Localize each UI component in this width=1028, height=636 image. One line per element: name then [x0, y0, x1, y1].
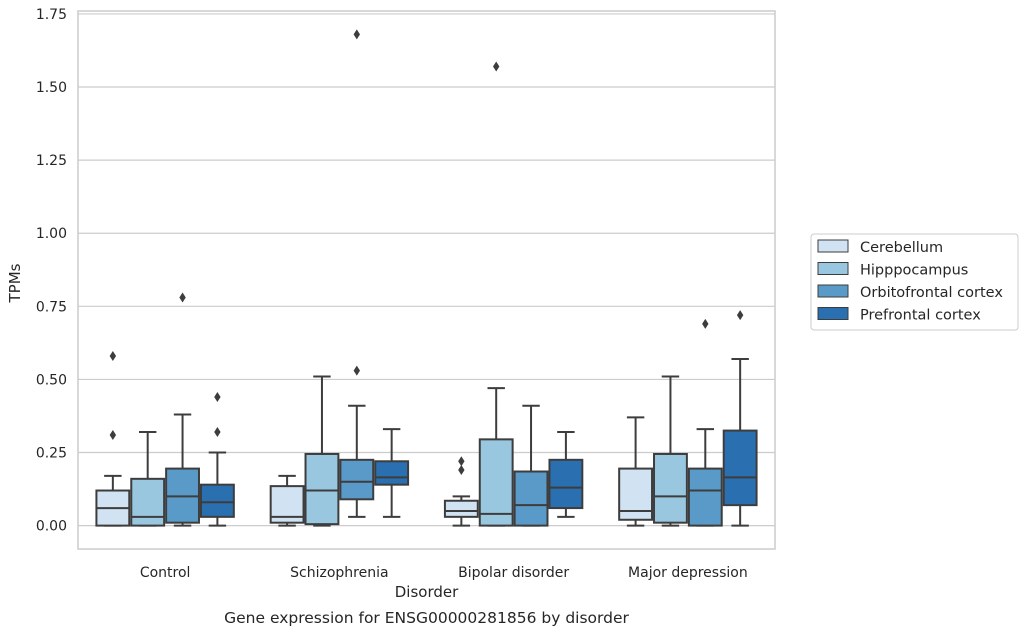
- box-plot: [443, 456, 479, 527]
- box-iqr: [199, 483, 235, 518]
- box-plot: [722, 310, 758, 527]
- outlier-point: [109, 351, 117, 362]
- legend-frame: [810, 233, 1019, 331]
- plot-area-frame: [77, 10, 776, 550]
- y-tick-label: 0.50: [36, 372, 67, 388]
- outlier-point: [493, 61, 500, 72]
- box-iqr: [513, 470, 549, 527]
- outlier-point: [736, 310, 744, 321]
- box-plot: [548, 431, 584, 518]
- box-iqr: [443, 499, 479, 518]
- x-axis-ticks: Control Schizophrenia Bipolar disorder Majo…: [140, 565, 748, 581]
- box-plot: [653, 375, 688, 527]
- box-iqr: [374, 460, 410, 486]
- box-iqr: [618, 467, 654, 521]
- legend-item: Hipppocampus: [817, 262, 968, 279]
- legend-label: Cerebellum: [860, 240, 943, 256]
- box-iqr: [130, 477, 166, 527]
- box-iqr: [548, 458, 584, 510]
- legend-swatch: [817, 262, 849, 275]
- gridlines: [78, 13, 775, 527]
- y-tick-label: 1.00: [36, 226, 67, 242]
- outlier-point: [458, 465, 465, 476]
- y-tick-label: 0.75: [36, 299, 67, 315]
- legend-label: Prefrontal cortex: [860, 308, 981, 324]
- box-plot: [478, 61, 514, 527]
- box-plots: [95, 29, 758, 527]
- outlier-point: [214, 391, 221, 402]
- x-tick-label: Control: [140, 565, 191, 581]
- legend-swatch: [817, 239, 849, 253]
- legend-label: Orbitofrontal cortex: [860, 285, 1003, 301]
- outlier-point: [458, 456, 465, 467]
- box-plot: [95, 351, 131, 527]
- box-plot: [199, 391, 235, 527]
- legend-item: Prefrontal cortex: [817, 307, 981, 324]
- legend: Cerebellum Hipppocampus Orbitofrontal cort…: [810, 233, 1019, 331]
- box-iqr: [653, 452, 688, 524]
- y-tick-label: 0.25: [36, 446, 67, 462]
- outlier-point: [179, 292, 186, 303]
- box-iqr: [687, 467, 723, 527]
- legend-swatch: [817, 284, 849, 298]
- outlier-point: [353, 29, 360, 40]
- outlier-point: [353, 365, 360, 376]
- y-tick-label: 1.25: [36, 153, 67, 169]
- box-plot: [269, 474, 305, 527]
- y-axis-label: TPMs: [6, 263, 24, 303]
- box-plot: [165, 292, 200, 527]
- outlier-point: [214, 427, 221, 438]
- box-plot: [618, 416, 654, 527]
- y-tick-label: 1.75: [36, 7, 67, 23]
- y-axis-ticks: 0.00 0.25 0.50 0.75 1.00 1.25 1.50 1.75: [36, 7, 67, 535]
- chart-caption: Gene expression for ENSG00000281856 by d…: [224, 609, 629, 627]
- box-iqr: [722, 429, 758, 507]
- box-plot: [513, 404, 549, 527]
- x-axis-label: Disorder: [395, 583, 459, 601]
- legend-label: Hipppocampus: [860, 263, 968, 279]
- x-tick-label: Schizophrenia: [290, 565, 388, 581]
- box-plot: [687, 318, 723, 527]
- x-tick-label: Bipolar disorder: [458, 565, 569, 581]
- box-plot: [304, 375, 340, 527]
- legend-item: Cerebellum: [817, 239, 943, 256]
- box-iqr: [304, 452, 340, 526]
- box-plot: [339, 29, 375, 518]
- y-tick-label: 1.50: [36, 80, 67, 96]
- x-tick-label: Major depression: [628, 565, 748, 581]
- legend-item: Orbitofrontal cortex: [817, 284, 1003, 301]
- box-iqr: [339, 458, 375, 501]
- legend-swatch: [817, 307, 849, 320]
- box-iqr: [478, 438, 514, 527]
- y-tick-label: 0.00: [36, 519, 67, 535]
- box-plot: [374, 428, 410, 518]
- outlier-point: [109, 429, 117, 440]
- outlier-point: [702, 318, 709, 329]
- box-plot: [130, 431, 166, 527]
